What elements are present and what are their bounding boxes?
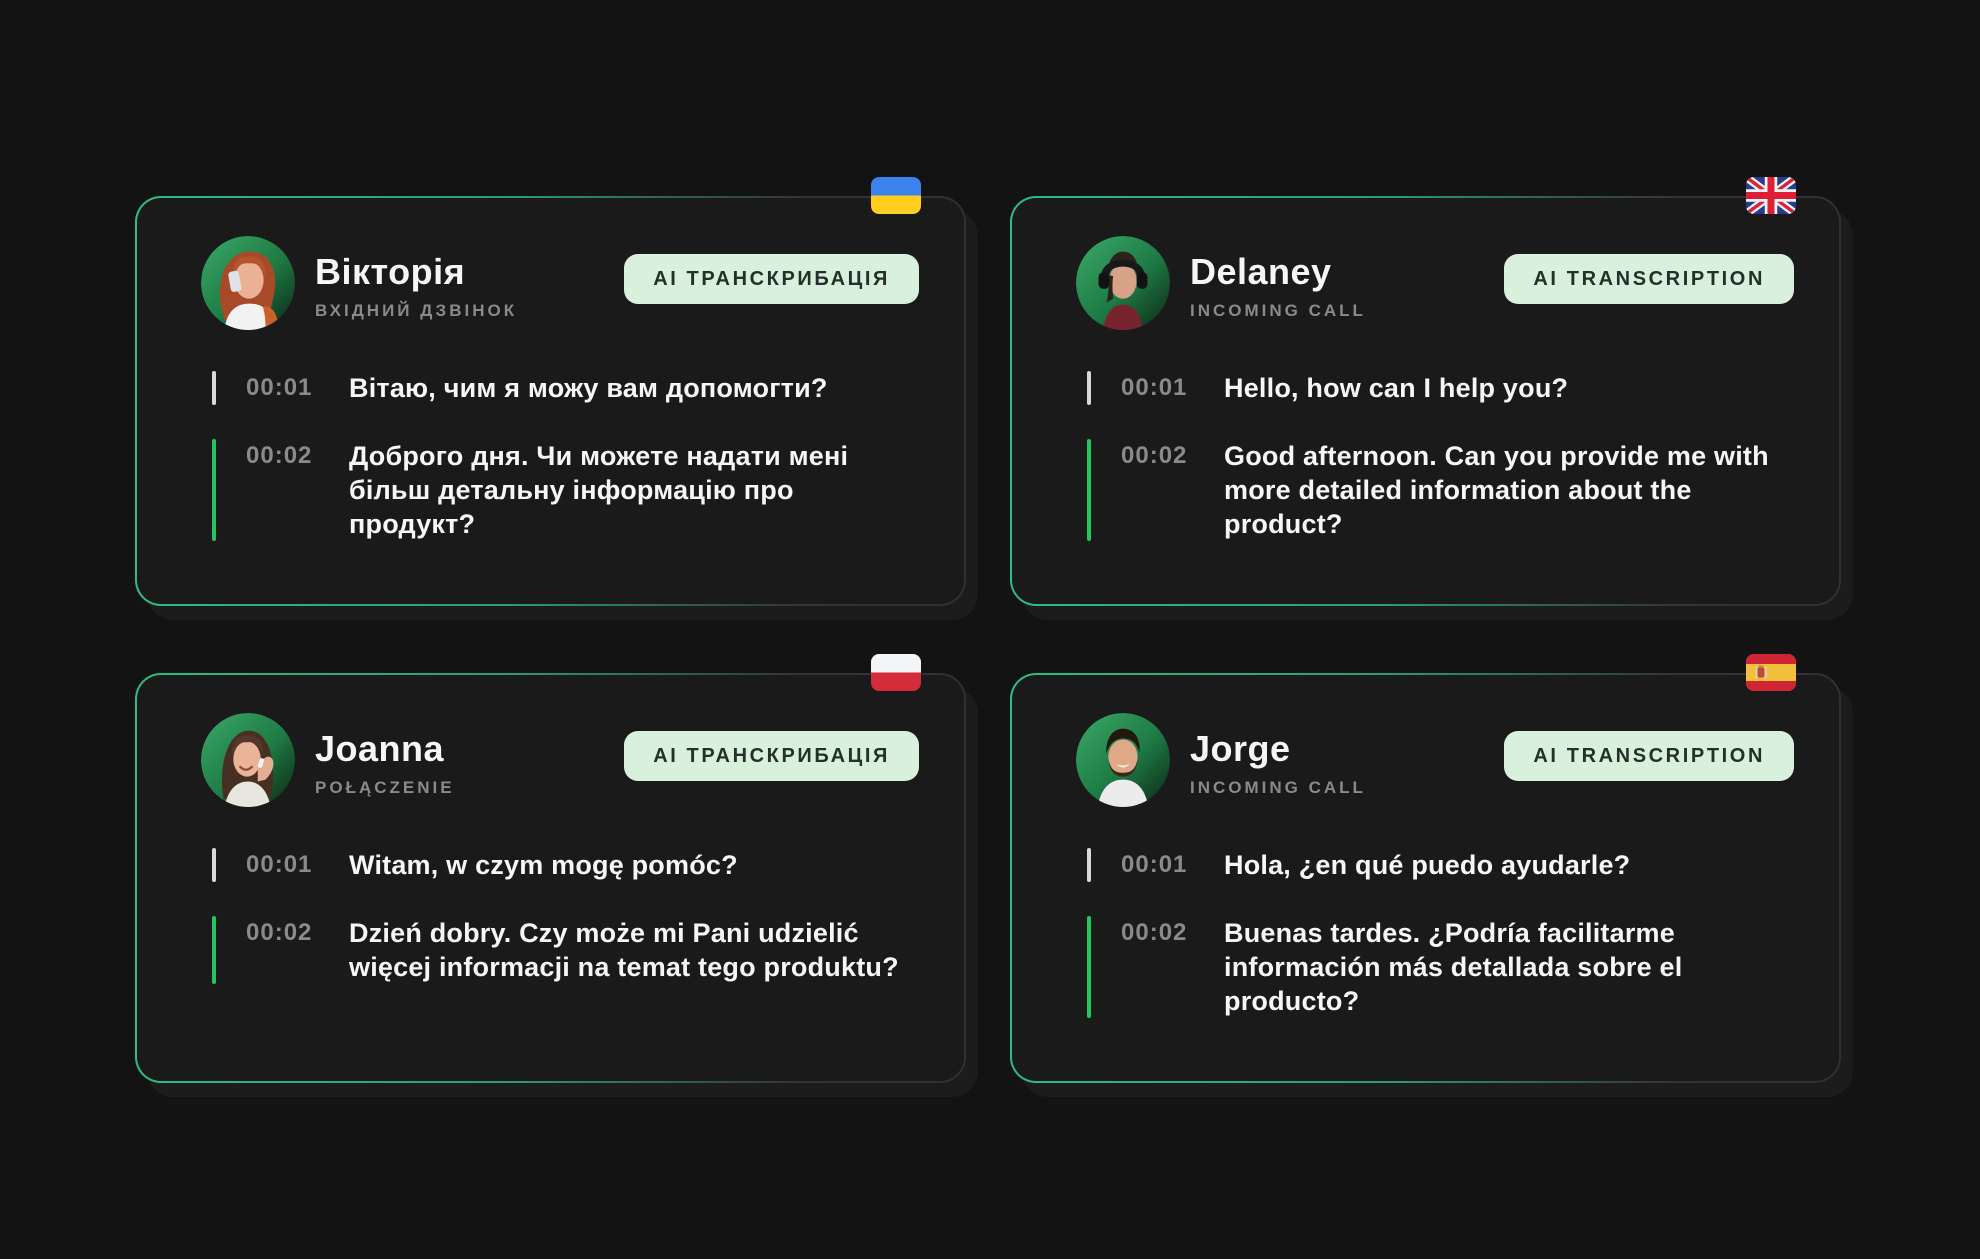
speaker-bar-caller [212, 916, 216, 984]
caller-identity: Jorge INCOMING CALL [1190, 729, 1366, 798]
speaker-bar-caller [1087, 439, 1091, 541]
speaker-bar-caller [212, 439, 216, 541]
call-card-polish: Joanna POŁĄCZENIE AI ТРАНСКРИБАЦІЯ 00:01… [135, 654, 966, 1083]
card-header: Jorge INCOMING CALL AI TRANSCRIPTION [1076, 713, 1794, 807]
avatar-joanna-icon [201, 713, 295, 807]
transcript-text: Good afternoon. Can you provide me with … [1224, 441, 1769, 539]
transcript-text: Hello, how can I help you? [1224, 373, 1569, 403]
timestamp: 00:01 [1121, 374, 1188, 401]
timestamp: 00:01 [246, 374, 313, 401]
transcript: 00:01 Hola, ¿en qué puedo ayudarle? 00:0… [1087, 848, 1799, 1018]
ai-transcription-badge: AI ТРАНСКРИБАЦІЯ [624, 731, 919, 781]
card-surface: Вікторія ВХІДНИЙ ДЗВІНОК AI ТРАНСКРИБАЦІ… [137, 198, 964, 604]
transcript-text: Buenas tardes. ¿Podría facilitarme infor… [1224, 918, 1683, 1016]
transcript-row: 00:02 Dzień dobry. Czy może mi Pani udzi… [212, 916, 924, 984]
transcript: 00:01 Hello, how can I help you? 00:02 G… [1087, 371, 1799, 541]
transcript-row: 00:01 Вітаю, чим я можу вам допомогти? [212, 371, 924, 405]
transcript: 00:01 Вітаю, чим я можу вам допомогти? 0… [212, 371, 924, 541]
timestamp: 00:02 [1121, 442, 1188, 469]
transcript-row: 00:01 Hola, ¿en qué puedo ayudarle? [1087, 848, 1799, 882]
transcript-row: 00:02 Buenas tardes. ¿Podría facilitarme… [1087, 916, 1799, 1018]
caller-name: Jorge [1190, 728, 1291, 769]
call-status-label: INCOMING CALL [1190, 301, 1366, 320]
caller-name: Вікторія [315, 251, 466, 292]
ai-transcription-badge: AI TRANSCRIPTION [1504, 731, 1794, 781]
card-header: Delaney INCOMING CALL AI TRANSCRIPTION [1076, 236, 1794, 330]
ai-transcription-badge: AI TRANSCRIPTION [1504, 254, 1794, 304]
call-status-label: POŁĄCZENIE [315, 778, 455, 797]
transcript-row: 00:01 Witam, w czym mogę pomóc? [212, 848, 924, 882]
caller-identity: Вікторія ВХІДНИЙ ДЗВІНОК [315, 252, 517, 321]
timestamp: 00:02 [1121, 919, 1188, 946]
caller-name: Joanna [315, 728, 445, 769]
speaker-bar-agent [1087, 371, 1091, 405]
card-header: Вікторія ВХІДНИЙ ДЗВІНОК AI ТРАНСКРИБАЦІ… [201, 236, 919, 330]
transcript-text: Hola, ¿en qué puedo ayudarle? [1224, 850, 1631, 880]
speaker-bar-caller [1087, 916, 1091, 1018]
timestamp: 00:02 [246, 919, 313, 946]
call-status-label: INCOMING CALL [1190, 778, 1366, 797]
transcript-row: 00:02 Good afternoon. Can you provide me… [1087, 439, 1799, 541]
transcript-text: Dzień dobry. Czy może mi Pani udzielić w… [349, 918, 899, 982]
call-card-ukrainian: Вікторія ВХІДНИЙ ДЗВІНОК AI ТРАНСКРИБАЦІ… [135, 177, 966, 606]
ai-transcription-badge: AI ТРАНСКРИБАЦІЯ [624, 254, 919, 304]
timestamp: 00:02 [246, 442, 313, 469]
speaker-bar-agent [212, 371, 216, 405]
timestamp: 00:01 [1121, 851, 1188, 878]
card-header: Joanna POŁĄCZENIE AI ТРАНСКРИБАЦІЯ [201, 713, 919, 807]
avatar-jorge-icon [1076, 713, 1170, 807]
caller-identity: Joanna POŁĄCZENIE [315, 729, 455, 798]
transcript-row: 00:01 Hello, how can I help you? [1087, 371, 1799, 405]
avatar-delaney-icon [1076, 236, 1170, 330]
call-card-spanish: Jorge INCOMING CALL AI TRANSCRIPTION 00:… [1010, 654, 1841, 1083]
call-status-label: ВХІДНИЙ ДЗВІНОК [315, 301, 518, 320]
caller-name: Delaney [1190, 251, 1332, 292]
speaker-bar-agent [212, 848, 216, 882]
transcript-row: 00:02 Доброго дня. Чи можете надати мені… [212, 439, 924, 541]
spain-flag-icon [1746, 654, 1796, 691]
speaker-bar-agent [1087, 848, 1091, 882]
avatar-viktoriia-icon [201, 236, 295, 330]
card-surface: Jorge INCOMING CALL AI TRANSCRIPTION 00:… [1012, 675, 1839, 1081]
card-surface: Delaney INCOMING CALL AI TRANSCRIPTION 0… [1012, 198, 1839, 604]
ukraine-flag-icon [871, 177, 921, 214]
card-surface: Joanna POŁĄCZENIE AI ТРАНСКРИБАЦІЯ 00:01… [137, 675, 964, 1081]
call-card-english: Delaney INCOMING CALL AI TRANSCRIPTION 0… [1010, 177, 1841, 606]
timestamp: 00:01 [246, 851, 313, 878]
poland-flag-icon [871, 654, 921, 691]
caller-identity: Delaney INCOMING CALL [1190, 252, 1366, 321]
transcript-text: Вітаю, чим я можу вам допомогти? [349, 373, 828, 403]
united-kingdom-flag-icon [1746, 177, 1796, 214]
transcript-text: Witam, w czym mogę pomóc? [349, 850, 738, 880]
transcript-text: Доброго дня. Чи можете надати мені більш… [349, 441, 849, 539]
transcript: 00:01 Witam, w czym mogę pomóc? 00:02 Dz… [212, 848, 924, 984]
